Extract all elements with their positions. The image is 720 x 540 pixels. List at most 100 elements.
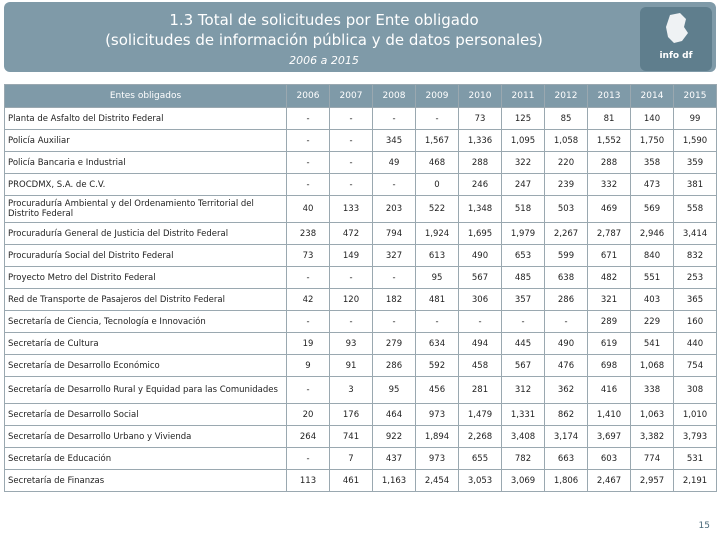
- entity-name-cell: Procuraduría Social del Distrito Federal: [4, 244, 287, 267]
- column-header-year: 2009: [415, 84, 459, 108]
- value-cell: -: [286, 266, 330, 289]
- value-cell: 2,957: [630, 469, 674, 492]
- value-cell: 253: [673, 266, 717, 289]
- value-cell: 490: [458, 244, 502, 267]
- column-header-year: 2015: [673, 84, 717, 108]
- value-cell: 567: [501, 354, 545, 377]
- table-row: Policía Auxiliar - -345 1,567 1,336 1,095 1,05…: [4, 129, 717, 152]
- value-cell: 1,552: [587, 129, 631, 152]
- value-cell: -: [372, 107, 416, 130]
- entity-name-cell: Policía Auxiliar: [4, 129, 287, 152]
- value-cell: 9: [286, 354, 330, 377]
- entity-name-cell: Secretaría de Cultura: [4, 332, 287, 355]
- value-cell: 603: [587, 447, 631, 470]
- table-row: Secretaría de Desarrollo Rural y Equidad…: [4, 376, 717, 404]
- value-cell: 2,268: [458, 425, 502, 448]
- value-cell: 794: [372, 222, 416, 245]
- table-header-row: Entes obligados 2006 2007 2008 2009 2010 2011 2…: [4, 84, 717, 108]
- value-cell: 345: [372, 129, 416, 152]
- value-cell: 288: [587, 151, 631, 174]
- table-row: PROCDMX, S.A. de C.V. - - -0 246 247 239 332 473…: [4, 173, 717, 196]
- value-cell: 203: [372, 195, 416, 223]
- entity-name-cell: Red de Transporte de Pasajeros del Distr…: [4, 288, 287, 311]
- column-header-entity: Entes obligados: [4, 84, 287, 108]
- value-cell: 357: [501, 288, 545, 311]
- value-cell: 19: [286, 332, 330, 355]
- entity-name-cell: Procuraduría Ambiental y del Ordenamient…: [4, 195, 287, 223]
- entity-name-cell: Secretaría de Ciencia, Tecnología e Inno…: [4, 310, 287, 333]
- value-cell: 1,410: [587, 403, 631, 426]
- entity-name-cell: Secretaría de Educación: [4, 447, 287, 470]
- logo-text: info df: [659, 51, 693, 61]
- entity-name-cell: Secretaría de Finanzas: [4, 469, 287, 492]
- value-cell: -: [329, 151, 373, 174]
- table-row: Red de Transporte de Pasajeros del Distr…: [4, 288, 717, 311]
- value-cell: 473: [630, 173, 674, 196]
- value-cell: -: [372, 266, 416, 289]
- table-row: Planta de Asfalto del Distrito Federal - -…: [4, 107, 717, 130]
- value-cell: 922: [372, 425, 416, 448]
- value-cell: 362: [544, 376, 588, 404]
- value-cell: 1,095: [501, 129, 545, 152]
- column-header-year: 2014: [630, 84, 674, 108]
- value-cell: 2,454: [415, 469, 459, 492]
- entity-name-cell: Procuraduría General de Justicia del Dis…: [4, 222, 287, 245]
- value-cell: 485: [501, 266, 545, 289]
- value-cell: 599: [544, 244, 588, 267]
- value-cell: 1,348: [458, 195, 502, 223]
- entity-name-cell: PROCDMX, S.A. de C.V.: [4, 173, 287, 196]
- value-cell: -: [329, 173, 373, 196]
- value-cell: 182: [372, 288, 416, 311]
- value-cell: 286: [372, 354, 416, 377]
- entity-name-cell: Policía Bancaria e Industrial: [4, 151, 287, 174]
- value-cell: 133: [329, 195, 373, 223]
- table-row: Procuraduría Ambiental y del Ordenamient…: [4, 195, 717, 223]
- value-cell: 461: [329, 469, 373, 492]
- value-cell: 2,946: [630, 222, 674, 245]
- value-cell: 327: [372, 244, 416, 267]
- value-cell: 73: [286, 244, 330, 267]
- value-cell: -: [286, 376, 330, 404]
- value-cell: 619: [587, 332, 631, 355]
- value-cell: 2,787: [587, 222, 631, 245]
- value-cell: 312: [501, 376, 545, 404]
- value-cell: 140: [630, 107, 674, 130]
- value-cell: 522: [415, 195, 459, 223]
- value-cell: 40: [286, 195, 330, 223]
- value-cell: 85: [544, 107, 588, 130]
- value-cell: 2,267: [544, 222, 588, 245]
- value-cell: 3,053: [458, 469, 502, 492]
- value-cell: 1,750: [630, 129, 674, 152]
- value-cell: 531: [673, 447, 717, 470]
- value-cell: 518: [501, 195, 545, 223]
- value-cell: 93: [329, 332, 373, 355]
- value-cell: 338: [630, 376, 674, 404]
- value-cell: 569: [630, 195, 674, 223]
- value-cell: 125: [501, 107, 545, 130]
- value-cell: 832: [673, 244, 717, 267]
- value-cell: 229: [630, 310, 674, 333]
- value-cell: 1,979: [501, 222, 545, 245]
- value-cell: 3,414: [673, 222, 717, 245]
- value-cell: 1,567: [415, 129, 459, 152]
- value-cell: 308: [673, 376, 717, 404]
- value-cell: 782: [501, 447, 545, 470]
- value-cell: 176: [329, 403, 373, 426]
- column-header-year: 2006: [286, 84, 330, 108]
- value-cell: 482: [587, 266, 631, 289]
- value-cell: 445: [501, 332, 545, 355]
- value-cell: 220: [544, 151, 588, 174]
- value-cell: 359: [673, 151, 717, 174]
- value-cell: 306: [458, 288, 502, 311]
- value-cell: 120: [329, 288, 373, 311]
- value-cell: 741: [329, 425, 373, 448]
- value-cell: 1,590: [673, 129, 717, 152]
- value-cell: 95: [372, 376, 416, 404]
- value-cell: -: [329, 107, 373, 130]
- value-cell: 468: [415, 151, 459, 174]
- value-cell: 42: [286, 288, 330, 311]
- table-body: Planta de Asfalto del Distrito Federal - -…: [4, 107, 717, 492]
- value-cell: -: [286, 107, 330, 130]
- value-cell: 671: [587, 244, 631, 267]
- value-cell: 558: [673, 195, 717, 223]
